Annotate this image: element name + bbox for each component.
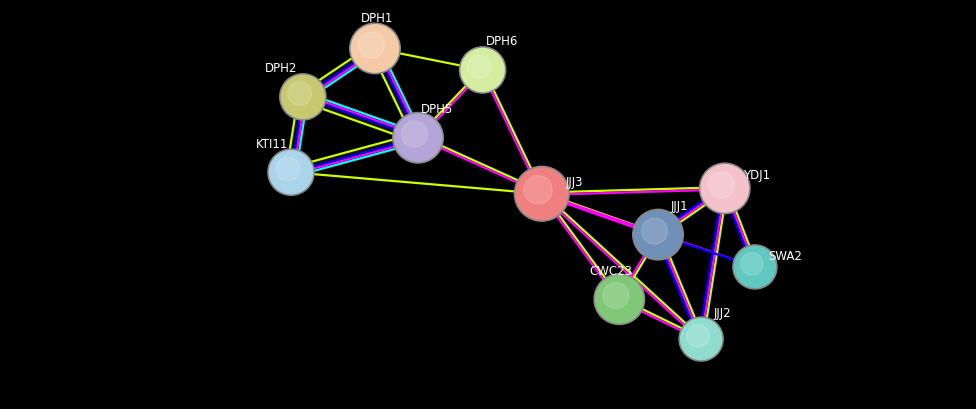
Circle shape (595, 276, 643, 323)
Circle shape (351, 25, 398, 72)
Text: SWA2: SWA2 (768, 249, 802, 263)
Circle shape (679, 317, 723, 361)
Text: DPH1: DPH1 (361, 12, 393, 25)
Circle shape (269, 151, 312, 194)
Circle shape (288, 82, 311, 106)
Circle shape (468, 55, 491, 79)
Circle shape (709, 172, 734, 198)
Text: JJJ2: JJJ2 (713, 307, 731, 320)
Circle shape (349, 23, 400, 74)
Circle shape (634, 211, 682, 258)
Text: JJJ1: JJJ1 (671, 200, 688, 213)
Circle shape (276, 157, 300, 181)
Circle shape (280, 74, 326, 120)
Circle shape (516, 168, 568, 220)
Circle shape (267, 149, 314, 196)
Circle shape (392, 112, 443, 163)
Circle shape (461, 48, 505, 92)
Circle shape (603, 283, 629, 309)
Circle shape (701, 165, 749, 212)
Circle shape (514, 166, 569, 221)
Circle shape (641, 218, 668, 244)
Text: DPH2: DPH2 (265, 63, 298, 75)
Text: YDJ1: YDJ1 (744, 169, 771, 182)
Circle shape (741, 253, 763, 275)
Text: DPH5: DPH5 (422, 103, 454, 116)
Circle shape (358, 32, 385, 58)
Circle shape (401, 121, 427, 147)
Text: CWC23: CWC23 (590, 265, 632, 278)
Circle shape (680, 319, 721, 360)
Circle shape (632, 209, 683, 260)
Circle shape (687, 325, 710, 347)
Circle shape (733, 245, 777, 289)
Circle shape (394, 114, 442, 162)
Circle shape (735, 247, 775, 288)
Circle shape (460, 47, 506, 93)
Circle shape (700, 163, 751, 213)
Text: JJJ3: JJJ3 (565, 176, 583, 189)
Circle shape (594, 274, 644, 324)
Text: KTI11: KTI11 (256, 138, 288, 151)
Text: DPH6: DPH6 (486, 36, 518, 49)
Circle shape (281, 75, 324, 118)
Circle shape (524, 175, 552, 204)
